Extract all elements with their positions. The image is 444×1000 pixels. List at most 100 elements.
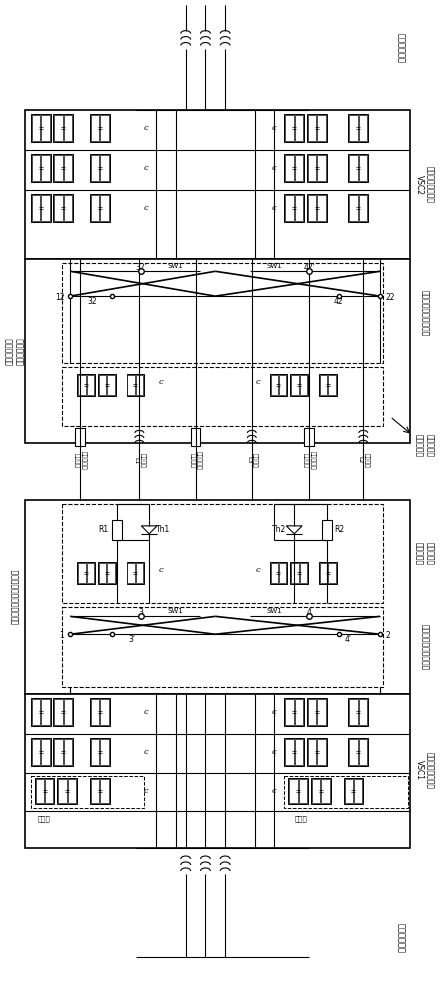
Text: 第一极交流
电缆线路: 第一极交流 电缆线路 bbox=[74, 451, 86, 470]
Bar bbox=[300, 563, 307, 583]
Bar bbox=[291, 375, 299, 395]
Bar bbox=[35, 778, 55, 804]
Bar bbox=[136, 375, 143, 395]
Bar bbox=[100, 699, 109, 725]
Text: c: c bbox=[159, 378, 163, 386]
Text: 线路阻抗
L2: 线路阻抗 L2 bbox=[357, 453, 369, 468]
Bar bbox=[317, 115, 326, 141]
Bar bbox=[55, 195, 63, 221]
Text: 3: 3 bbox=[139, 608, 144, 617]
Bar bbox=[127, 563, 135, 583]
Bar bbox=[64, 739, 72, 765]
Text: c: c bbox=[144, 164, 149, 172]
Text: 受端极间直流转换开关: 受端极间直流转换开关 bbox=[420, 290, 429, 336]
Bar bbox=[300, 375, 307, 395]
Bar bbox=[64, 699, 72, 725]
Bar bbox=[307, 698, 327, 726]
Bar bbox=[285, 739, 294, 765]
Bar bbox=[328, 563, 336, 583]
Text: 线路阻抗
L1: 线路阻抗 L1 bbox=[134, 453, 145, 468]
Text: 受端电压源换流器
VSC2: 受端电压源换流器 VSC2 bbox=[415, 166, 434, 203]
Polygon shape bbox=[141, 526, 157, 534]
Bar bbox=[284, 738, 304, 766]
Bar bbox=[25, 500, 410, 694]
Bar bbox=[270, 562, 287, 584]
Text: 32: 32 bbox=[87, 297, 97, 306]
Bar bbox=[57, 778, 77, 804]
Text: 第三极交流
电缆线路: 第三极交流 电缆线路 bbox=[190, 451, 202, 470]
Bar bbox=[41, 115, 50, 141]
Bar bbox=[354, 779, 362, 803]
Bar bbox=[349, 699, 358, 725]
Bar bbox=[307, 194, 327, 222]
Text: c: c bbox=[144, 748, 149, 756]
Bar bbox=[91, 195, 99, 221]
Bar bbox=[290, 374, 308, 396]
Bar bbox=[279, 375, 286, 395]
Text: 2: 2 bbox=[386, 631, 391, 640]
Bar bbox=[91, 739, 99, 765]
Bar bbox=[55, 739, 63, 765]
Bar bbox=[62, 504, 383, 603]
Bar bbox=[359, 699, 367, 725]
Bar bbox=[320, 563, 327, 583]
Bar bbox=[77, 374, 95, 396]
Bar bbox=[53, 154, 73, 182]
Bar bbox=[308, 739, 317, 765]
Bar bbox=[100, 195, 109, 221]
Bar bbox=[31, 738, 51, 766]
Bar bbox=[349, 154, 368, 182]
Text: c: c bbox=[255, 566, 260, 574]
Text: c: c bbox=[159, 566, 163, 574]
Bar bbox=[321, 779, 330, 803]
Bar bbox=[349, 698, 368, 726]
Bar bbox=[25, 259, 410, 443]
Bar bbox=[308, 155, 317, 181]
Text: 送端交流系统: 送端交流系统 bbox=[396, 923, 405, 953]
Bar bbox=[308, 699, 317, 725]
Bar bbox=[290, 562, 308, 584]
Bar bbox=[291, 563, 299, 583]
Bar bbox=[62, 263, 383, 363]
Bar bbox=[359, 115, 367, 141]
Bar bbox=[41, 699, 50, 725]
Bar bbox=[64, 115, 72, 141]
Bar bbox=[344, 778, 363, 804]
Text: c: c bbox=[272, 708, 277, 716]
Bar bbox=[285, 195, 294, 221]
Text: 4: 4 bbox=[307, 608, 311, 617]
Bar bbox=[285, 155, 294, 181]
Bar bbox=[112, 520, 122, 540]
Bar bbox=[270, 375, 278, 395]
Text: R2: R2 bbox=[335, 525, 345, 534]
Bar bbox=[285, 699, 294, 725]
Bar bbox=[127, 374, 144, 396]
Bar bbox=[284, 776, 408, 808]
Bar bbox=[90, 114, 110, 142]
Bar bbox=[304, 428, 314, 446]
Bar bbox=[62, 607, 383, 687]
Bar bbox=[279, 563, 286, 583]
Bar bbox=[31, 698, 51, 726]
Text: c: c bbox=[272, 124, 277, 132]
Bar bbox=[299, 779, 307, 803]
Bar bbox=[53, 194, 73, 222]
Bar bbox=[107, 563, 115, 583]
Text: 送端极间直流转换开关: 送端极间直流转换开关 bbox=[420, 624, 429, 670]
Bar bbox=[87, 375, 94, 395]
Bar bbox=[78, 375, 86, 395]
Bar bbox=[78, 563, 86, 583]
Bar bbox=[359, 739, 367, 765]
Bar bbox=[100, 155, 109, 181]
Bar bbox=[295, 699, 303, 725]
Text: 送端极间功率协调控制装置: 送端极间功率协调控制装置 bbox=[11, 569, 20, 624]
Text: 3': 3' bbox=[128, 635, 135, 644]
Bar bbox=[90, 194, 110, 222]
Bar bbox=[349, 155, 358, 181]
Text: 子模块: 子模块 bbox=[294, 815, 307, 822]
Bar bbox=[349, 115, 358, 141]
Bar bbox=[295, 155, 303, 181]
Bar bbox=[349, 739, 358, 765]
Bar bbox=[77, 562, 95, 584]
Bar bbox=[100, 779, 109, 803]
